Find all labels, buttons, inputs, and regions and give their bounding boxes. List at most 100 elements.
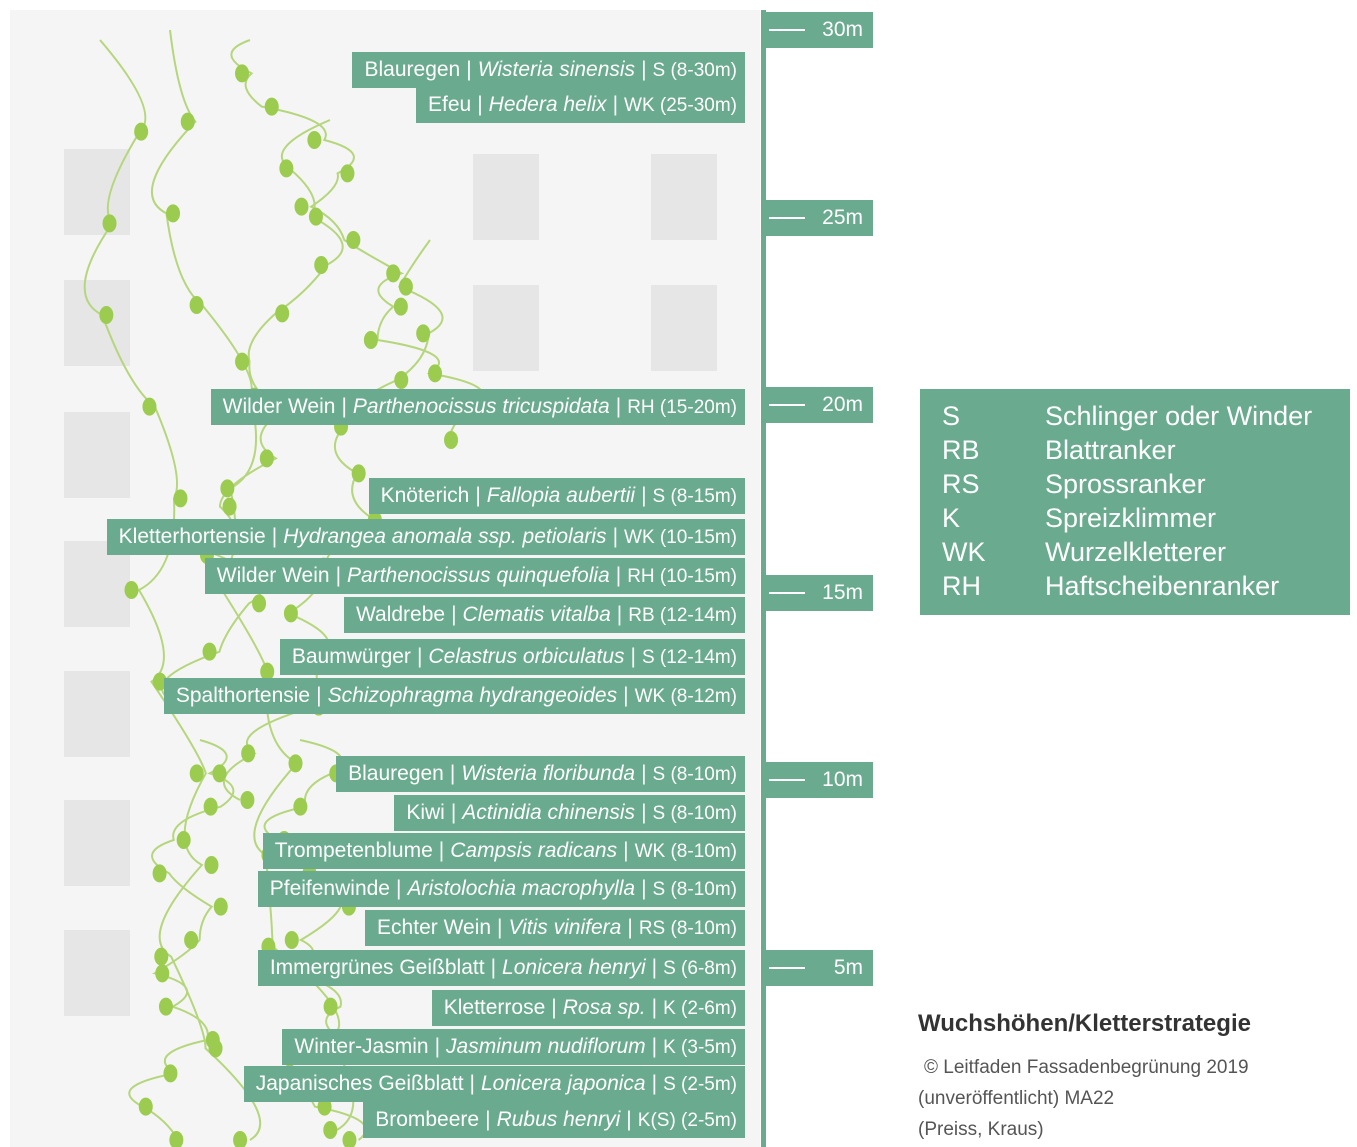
leaf: [394, 298, 408, 316]
leaf: [394, 371, 408, 389]
leaf: [289, 754, 303, 772]
leaf: [142, 398, 156, 416]
tick-dash: [769, 967, 805, 969]
separator: |: [336, 564, 341, 587]
tick-dash: [769, 404, 805, 406]
separator: |: [617, 603, 622, 626]
leaf: [173, 489, 187, 507]
leaf: [340, 164, 354, 182]
leaf: [279, 159, 293, 177]
plant-label: Waldrebe|Clematis vitalba|RB (12-14m): [344, 597, 745, 633]
plant-label: Wilder Wein|Parthenocissus quinquefolia|…: [205, 558, 745, 594]
separator: |: [435, 1035, 440, 1058]
leaf: [386, 264, 400, 282]
plant-label: Baumwürger|Celastrus orbiculatus|S (12-1…: [280, 639, 745, 675]
tick-label: 15m: [822, 575, 863, 611]
plant-label: Winter-Jasmin | Jasminum nudiflorum | K (3-5…: [282, 1029, 745, 1065]
separator: |: [439, 839, 444, 862]
separator: |: [631, 645, 636, 668]
separator: |: [616, 564, 621, 587]
tick-dash: [769, 29, 805, 31]
leaf: [184, 931, 198, 949]
plant-name: Knöterich: [381, 484, 470, 507]
plant-label: Japanisches Geißblatt|Lonicera japonica|…: [244, 1066, 745, 1102]
legend-code: K: [942, 501, 960, 535]
plant-name: Trompetenblume: [275, 839, 433, 862]
plant-strategy: S (8-10m): [653, 764, 737, 785]
plant-latin: Wisteria floribunda: [461, 762, 635, 785]
plant-latin: Parthenocissus tricuspidata: [353, 395, 610, 418]
separator: |: [641, 801, 646, 824]
plant-name: Pfeifenwinde: [270, 877, 390, 900]
plant-strategy: S (8-10m): [653, 803, 737, 824]
legend-meaning: Blattranker: [1045, 433, 1176, 467]
height-tick: 20m: [763, 387, 873, 423]
tick-label: 20m: [822, 387, 863, 423]
leaf: [346, 231, 360, 249]
plant-strategy: S (6-8m): [663, 958, 737, 979]
leaf: [177, 831, 191, 849]
plant-strategy: RS (8-10m): [639, 918, 737, 939]
plant-strategy: S (8-10m): [653, 879, 737, 900]
plant-label: Brombeere|Rubus henryi|K(S) (2-5m): [363, 1102, 745, 1138]
leaf: [241, 744, 255, 762]
tick-label: 25m: [822, 200, 863, 236]
separator: |: [450, 762, 455, 785]
leaf: [214, 898, 228, 916]
separator: |: [652, 956, 657, 979]
leaf: [352, 464, 366, 482]
leaf: [124, 581, 138, 599]
leaf: [159, 998, 173, 1016]
separator: |: [477, 93, 482, 116]
leaf: [293, 798, 307, 816]
leaf: [364, 331, 378, 349]
leaf: [240, 791, 254, 809]
tick-label: 30m: [822, 12, 863, 48]
separator: |: [652, 1035, 657, 1058]
plant-name: Blauregen: [348, 762, 444, 785]
plant-strategy: S (8-15m): [653, 486, 737, 507]
plant-latin: Rosa sp.: [563, 996, 646, 1019]
plant-label: Blauregen|Wisteria floribunda|S (8-10m): [336, 756, 745, 792]
height-tick: 30m: [763, 12, 873, 48]
separator: |: [641, 58, 646, 81]
height-tick: 25m: [763, 200, 873, 236]
plant-strategy: K (3-5m): [663, 1037, 737, 1058]
plant-name: Wilder Wein: [223, 395, 336, 418]
separator: |: [417, 645, 422, 668]
page: {"separator": "|", "plants": [ {"name": …: [0, 0, 1357, 1147]
legend-code: RS: [942, 467, 980, 501]
plant-latin: Rubus henryi: [497, 1108, 621, 1131]
plant-latin: Wisteria sinensis: [478, 58, 635, 81]
leaf: [285, 931, 299, 949]
legend-code: WK: [942, 535, 986, 569]
plant-latin: Fallopia aubertii: [487, 484, 635, 507]
plant-strategy: S (2-5m): [663, 1074, 737, 1095]
leaf: [235, 64, 249, 82]
plant-latin: Schizophragma hydrangeoides: [328, 684, 618, 707]
plant-label: Kletterhortensie|Hydrangea anomala ssp. …: [107, 519, 745, 555]
leaf: [324, 998, 338, 1016]
leaf: [190, 296, 204, 314]
separator: |: [451, 603, 456, 626]
separator: |: [623, 684, 628, 707]
separator: |: [316, 684, 321, 707]
plant-label: Trompetenblume|Campsis radicans|WK (8-10…: [263, 833, 745, 869]
leaf: [181, 113, 195, 131]
leaf: [99, 306, 113, 324]
legend-code: RH: [942, 569, 981, 603]
plant-strategy: WK (25-30m): [624, 95, 737, 116]
leaf: [163, 1064, 177, 1082]
tick-label: 5m: [834, 950, 863, 986]
plant-name: Winter-Jasmin: [294, 1035, 428, 1058]
leaf: [190, 764, 204, 782]
leaf: [399, 278, 413, 296]
separator: |: [497, 916, 502, 939]
plant-strategy: K (2-6m): [663, 998, 737, 1019]
plant-name: Efeu: [428, 93, 471, 116]
plant-latin: Jasminum nudiflorum: [446, 1035, 646, 1058]
leaf: [235, 353, 249, 371]
plant-name: Brombeere: [375, 1108, 479, 1131]
leaf: [134, 123, 148, 141]
legend-meaning: Sprossranker: [1045, 467, 1206, 501]
